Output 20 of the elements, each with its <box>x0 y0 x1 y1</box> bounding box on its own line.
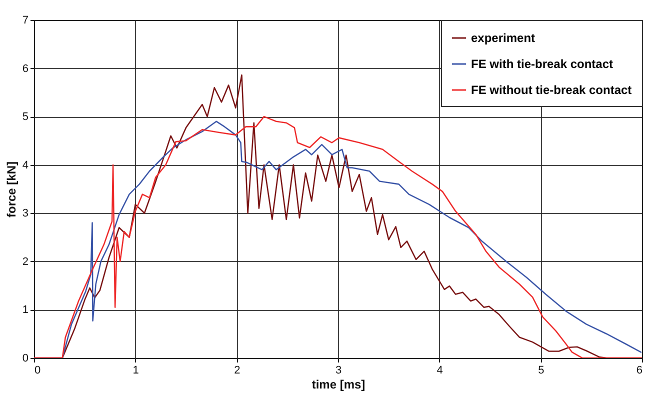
x-axis-title: time [ms] <box>312 378 366 392</box>
y-tick-label: 7 <box>22 14 28 26</box>
x-tick-label: 3 <box>335 364 342 376</box>
legend-label: FE with tie-break contact <box>471 57 614 71</box>
x-tick-label: 6 <box>636 364 642 376</box>
legend-label: FE without tie-break contact <box>471 83 632 97</box>
x-tick-label: 0 <box>34 364 41 376</box>
y-tick-label: 5 <box>22 111 28 124</box>
y-axis-title: force [kN] <box>4 161 18 218</box>
x-tick-label: 2 <box>234 364 240 376</box>
x-tick-label: 5 <box>538 364 544 376</box>
legend-label: experiment <box>471 31 536 45</box>
y-tick-label: 0 <box>22 352 28 364</box>
x-tick-label: 1 <box>132 364 139 376</box>
y-tick-label: 6 <box>22 62 28 75</box>
y-tick-label: 3 <box>22 208 28 220</box>
y-tick-label: 2 <box>22 256 28 268</box>
x-tick-label: 4 <box>436 364 443 376</box>
y-tick-label: 1 <box>22 304 28 316</box>
y-tick-label: 4 <box>22 159 28 172</box>
